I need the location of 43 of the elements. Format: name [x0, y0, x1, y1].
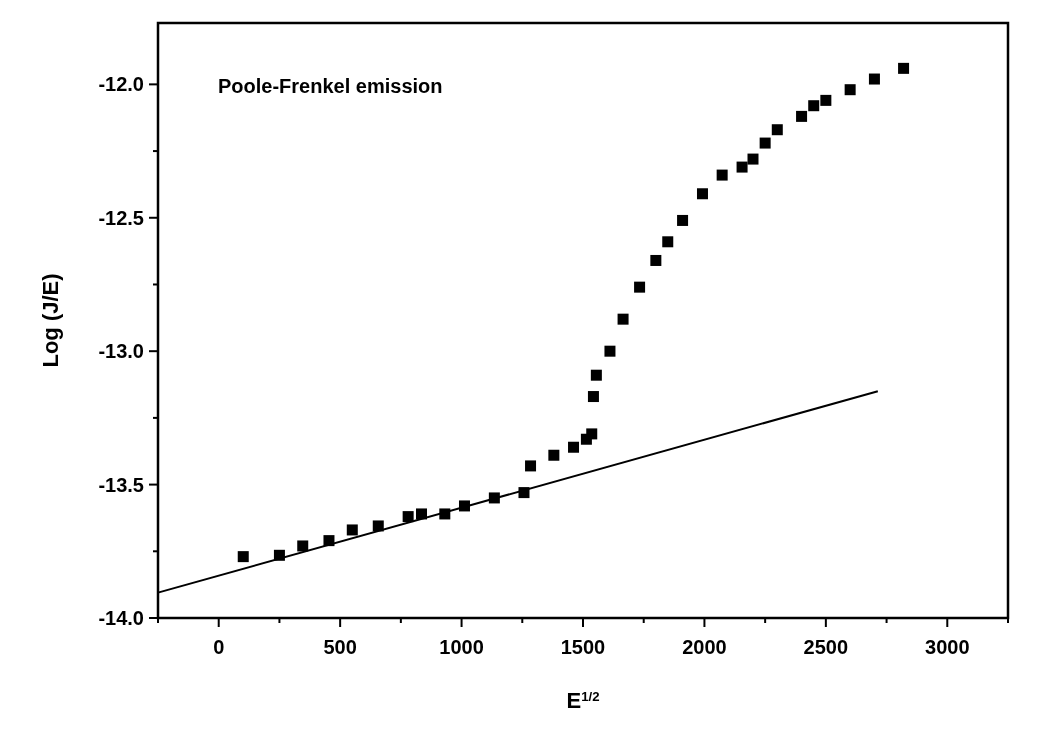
point: [771, 124, 783, 136]
point: [747, 153, 759, 165]
point: [677, 214, 689, 226]
x-tick-label: 3000: [925, 636, 970, 658]
y-axis-title: Log (J/E): [38, 273, 63, 368]
point: [590, 369, 602, 381]
point: [548, 449, 560, 461]
point: [297, 540, 309, 552]
point: [736, 161, 748, 173]
y-tick-label: -12.0: [98, 73, 144, 96]
x-tick-label: 0: [213, 636, 225, 658]
point: [587, 391, 599, 403]
point: [820, 94, 832, 106]
y-tick-label: -13.5: [98, 473, 144, 496]
x-tick-label: 1500: [560, 636, 606, 658]
y-tick-label: -13.0: [98, 340, 144, 363]
x-tick-label: 500: [323, 636, 357, 658]
x-tick-label: 1000: [439, 636, 484, 658]
y-tick-label: -14.0: [98, 607, 144, 629]
point: [617, 313, 629, 325]
point: [868, 73, 880, 85]
point: [759, 137, 771, 149]
point: [650, 254, 662, 266]
point: [568, 441, 580, 453]
point: [844, 84, 856, 96]
point: [402, 511, 414, 523]
point: [604, 345, 616, 357]
point: [662, 236, 674, 248]
point: [898, 62, 910, 74]
x-axis-title: E$^{1/2}$: [566, 688, 600, 713]
point: [237, 551, 249, 563]
point: [808, 100, 820, 112]
point: [346, 524, 358, 536]
point: [696, 188, 708, 200]
point: [796, 110, 808, 122]
y-tick-label: -12.5: [98, 206, 144, 229]
point: [586, 428, 598, 440]
point: [525, 460, 537, 472]
x-tick-label: 2000: [682, 636, 727, 658]
x-tick-label: 2500: [803, 636, 849, 658]
annotation: Poole-Frenkel emission: [218, 75, 443, 97]
point: [716, 169, 728, 181]
point: [634, 281, 646, 293]
